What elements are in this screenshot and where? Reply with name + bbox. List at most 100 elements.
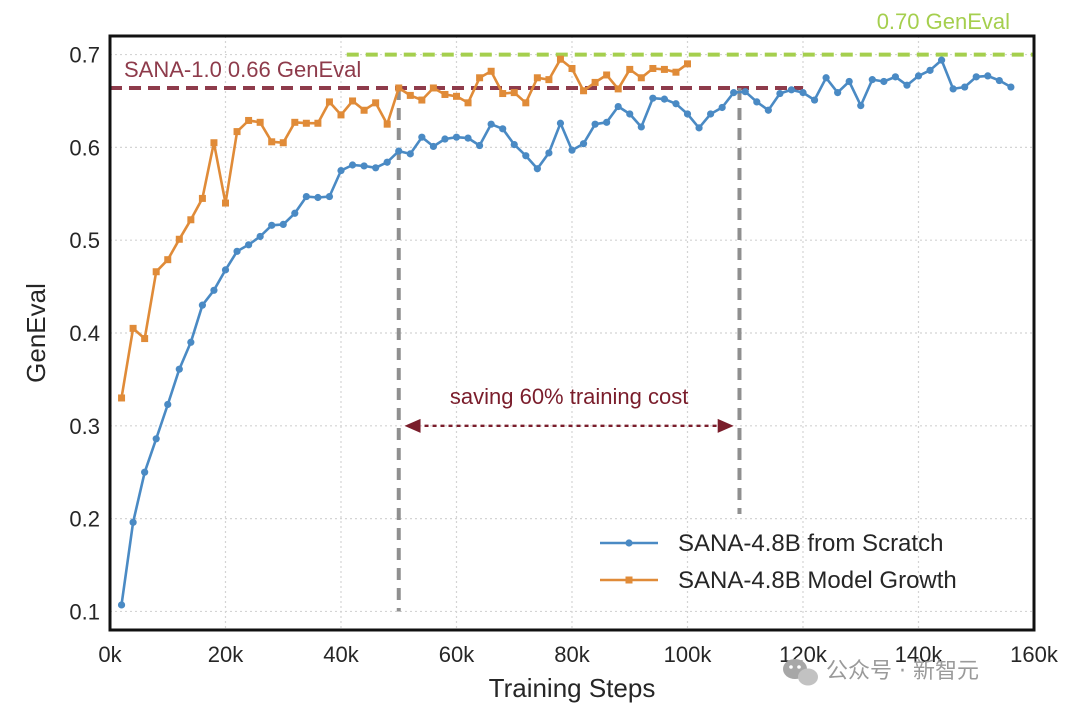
data-point <box>487 67 495 75</box>
data-point <box>325 192 334 201</box>
x-tick-label: 20k <box>208 642 244 667</box>
data-point <box>360 162 368 170</box>
data-point <box>152 435 160 443</box>
x-tick-label: 140k <box>895 642 944 667</box>
data-point <box>441 135 449 143</box>
data-point <box>822 74 830 82</box>
data-point <box>637 123 645 131</box>
data-point <box>533 165 541 173</box>
y-tick-label: 0.6 <box>69 135 100 160</box>
data-point <box>337 166 345 175</box>
data-point <box>741 88 749 96</box>
watermark-text: 公众号 · 新智元 <box>826 659 979 684</box>
data-point <box>118 394 126 402</box>
data-point <box>291 209 299 217</box>
data-point <box>441 90 449 98</box>
data-point <box>660 95 669 103</box>
data-point <box>591 78 599 86</box>
data-point <box>914 72 923 80</box>
wechat-icon <box>783 659 818 686</box>
data-point <box>683 110 692 118</box>
data-point <box>961 83 969 91</box>
data-point <box>453 92 460 100</box>
data-point <box>522 99 530 107</box>
data-point <box>314 119 322 127</box>
data-point <box>476 141 484 150</box>
arrow-right-icon <box>717 418 734 433</box>
data-point <box>279 139 287 147</box>
data-point <box>787 86 796 94</box>
data-point <box>672 100 680 108</box>
data-point <box>533 74 541 82</box>
data-point <box>210 286 218 294</box>
data-point <box>452 133 461 141</box>
data-point <box>221 266 230 274</box>
arrow-left-icon <box>404 418 421 433</box>
x-tick-label: 80k <box>554 642 590 667</box>
data-point <box>129 324 137 332</box>
y-tick-label: 0.4 <box>69 321 100 346</box>
data-point <box>383 120 391 128</box>
x-tick-label: 160k <box>1010 642 1059 667</box>
legend-label: SANA-4.8B from Scratch <box>678 530 943 557</box>
data-point <box>753 98 761 106</box>
data-point <box>810 96 819 104</box>
reference-line-label: 0.70 GenEval <box>877 9 1010 34</box>
series <box>117 55 1015 609</box>
y-tick-label: 0.3 <box>69 414 100 439</box>
data-point <box>510 140 518 149</box>
x-tick-label: 40k <box>323 642 359 667</box>
data-point <box>614 85 622 93</box>
legend-swatch-marker <box>625 576 633 584</box>
plot-frame <box>108 34 1036 632</box>
data-point <box>730 89 738 97</box>
data-point <box>302 119 310 127</box>
data-point <box>233 128 241 136</box>
data-point <box>175 235 183 243</box>
data-point <box>372 164 380 172</box>
legend-label: SANA-4.8B Model Growth <box>678 567 957 594</box>
data-point <box>314 193 322 202</box>
data-point <box>256 232 264 241</box>
data-point <box>649 94 657 102</box>
data-point <box>187 338 195 346</box>
data-point <box>580 87 588 95</box>
data-point <box>372 99 380 107</box>
series-group <box>117 56 1015 609</box>
data-point <box>117 601 126 609</box>
data-point <box>395 147 403 155</box>
reference-line-label: SANA-1.0 0.66 GenEval <box>124 57 361 82</box>
data-point <box>938 56 946 64</box>
data-point <box>926 66 934 74</box>
data-point <box>891 73 900 81</box>
data-point <box>684 60 691 68</box>
x-tick-label: 100k <box>664 642 713 667</box>
data-point <box>545 149 553 157</box>
data-point <box>245 116 253 124</box>
legend-item: SANA-4.8B Model Growth <box>600 567 957 594</box>
legend-item: SANA-4.8B from Scratch <box>600 530 943 557</box>
data-point <box>603 71 611 79</box>
data-point <box>718 103 726 112</box>
data-point <box>522 152 530 160</box>
data-point <box>695 124 703 132</box>
x-tick-label: 0k <box>98 642 122 667</box>
data-point <box>302 192 310 201</box>
data-point <box>464 99 472 107</box>
data-point <box>799 89 807 97</box>
legend: SANA-4.8B from Scratch SANA-4.8B Model Gr… <box>600 530 957 594</box>
data-point <box>360 106 368 114</box>
legend-swatch-marker <box>625 539 633 547</box>
annotations: 0.70 GenEval SANA-1.0 0.66 GenEval saving … <box>124 9 1010 433</box>
data-point <box>614 102 622 111</box>
data-point <box>660 65 668 73</box>
data-point <box>949 85 957 93</box>
data-point <box>603 118 611 126</box>
data-point <box>406 150 414 158</box>
reference-lines <box>110 52 1034 90</box>
data-point <box>152 268 160 276</box>
data-point <box>545 76 553 84</box>
data-point <box>256 118 264 126</box>
data-point <box>568 146 576 154</box>
